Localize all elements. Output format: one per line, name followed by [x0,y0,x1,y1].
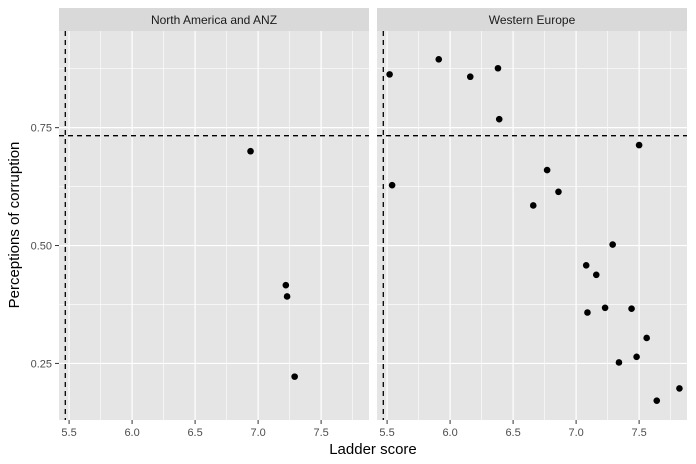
data-point [676,385,683,392]
data-point [653,397,661,404]
panel-2-gridlines [377,31,687,420]
x-tick-label: 6.0 [124,427,139,439]
panel-north-america-anz: North America and ANZ [59,8,369,420]
data-point [495,115,503,123]
data-point [635,141,643,149]
data-point [247,147,254,155]
data-point [435,55,443,63]
x-tick-label: 6.5 [505,427,520,439]
panel-1-points [247,147,298,380]
data-point [283,293,291,300]
x-axis-title: Ladder score [329,441,417,458]
data-point [291,373,298,380]
x-tick-label: 7.5 [313,427,328,439]
y-tick-label: 0.25 [31,358,52,370]
data-point [582,262,590,269]
panel-western-europe: Western Europe [377,8,687,420]
panel-2-strip-label: Western Europe [489,13,576,27]
data-point [494,64,502,72]
x-tick-label: 6.0 [442,427,457,439]
panel-1-gridlines [59,31,369,420]
panel-2-points [386,55,683,404]
x-tick-label: 5.5 [379,427,394,439]
panel-2-strip [377,8,687,31]
data-point [633,353,640,361]
data-point [529,202,537,209]
data-point [601,304,609,312]
y-axis: 0.25 0.50 0.75 [31,123,59,370]
data-point [388,181,396,189]
panel-1-strip-label: North America and ANZ [151,13,277,27]
data-point [643,334,650,342]
panel-1-background [59,31,369,420]
data-point [282,281,290,289]
data-point [584,309,591,316]
panel-1-x-axis: 5.5 6.0 6.5 7.0 7.5 [61,420,329,439]
y-axis-title: Perceptions of corruption [6,142,23,309]
data-point [628,305,635,313]
x-tick-label: 7.0 [250,427,265,439]
panel-2-background [377,31,687,420]
x-tick-label: 7.0 [568,427,583,439]
panel-2-reference-lines [377,31,687,420]
x-tick-label: 5.5 [61,427,76,439]
panel-2-x-axis: 5.5 6.0 6.5 7.0 7.5 [379,420,647,439]
x-tick-label: 7.5 [631,427,646,439]
data-point [555,188,562,196]
data-point [466,73,474,81]
y-tick-label: 0.50 [31,241,52,253]
panel-1-strip [59,8,369,31]
data-point [543,166,551,174]
x-tick-label: 6.5 [187,427,202,439]
data-point [609,241,616,248]
data-point [386,71,393,78]
data-point [592,271,600,279]
data-point [615,359,623,366]
panel-1-reference-lines [59,31,369,420]
y-tick-label: 0.75 [31,123,52,135]
